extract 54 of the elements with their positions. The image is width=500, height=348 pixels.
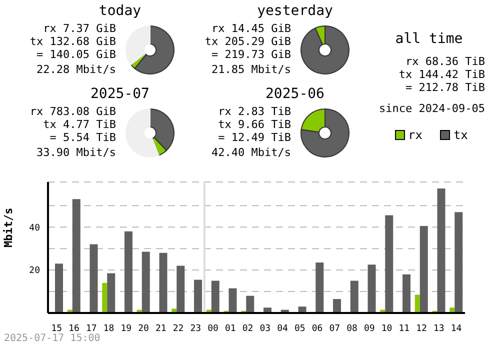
y-tick-label: 40 — [29, 223, 40, 234]
x-tick-label: 04 — [277, 324, 288, 334]
x-tick-label: 17 — [86, 324, 97, 334]
x-tick-label: 23 — [190, 324, 202, 334]
chart-title: today — [98, 3, 142, 19]
text: tx 132.68 GiB — [28, 35, 116, 48]
x-tick-label: 01 — [225, 324, 236, 334]
x-tick-label: 18 — [103, 324, 114, 334]
text: tx 9.66 TiB — [217, 118, 291, 131]
text: tx 144.42 TiB — [398, 68, 485, 81]
text: rx 2.83 TiB — [217, 105, 291, 118]
text: rx 783.08 GiB — [28, 105, 116, 118]
text: = 140.05 GiB — [36, 48, 116, 61]
y-axis-title: Mbit/s — [2, 208, 15, 248]
text: 2025-07-17 15:00 — [4, 333, 100, 344]
x-tick-label: 14 — [450, 324, 462, 334]
x-tick-label: 16 — [68, 324, 80, 334]
x-tick-label: 07 — [329, 324, 340, 334]
x-tick-label: 02 — [242, 324, 254, 334]
x-tick-label: 06 — [312, 324, 323, 334]
legend-label: rx — [408, 128, 422, 142]
text: 21.85 Mbit/s — [210, 63, 291, 76]
chart-title: 2025-07 — [89, 86, 150, 102]
text: rx 7.37 GiB — [42, 22, 116, 35]
chart-title: 2025-06 — [264, 86, 326, 102]
x-tick-label: 08 — [346, 324, 358, 334]
x-tick-label: 13 — [434, 324, 444, 334]
x-tick-label: 15 — [51, 324, 62, 334]
x-tick-label: 11 — [398, 324, 410, 334]
x-tick-label: 09 — [364, 324, 375, 334]
x-tick-label: 10 — [381, 324, 392, 334]
text: = 12.49 TiB — [217, 131, 291, 144]
x-tick-label: 00 — [208, 324, 218, 334]
text: 42.40 Mbit/s — [210, 146, 291, 159]
x-tick-label: 22 — [172, 324, 184, 334]
x-tick-label: 19 — [120, 324, 132, 334]
text: all time — [394, 31, 464, 47]
x-tick-label: 20 — [138, 324, 149, 334]
x-tick-label: 05 — [294, 324, 306, 334]
text: rx 14.45 GiB — [210, 22, 291, 35]
x-tick-label: 12 — [416, 324, 427, 334]
text: 22.28 Mbit/s — [36, 63, 116, 76]
text: rx 68.36 TiB — [404, 55, 485, 68]
text: = 219.73 GiB — [210, 48, 291, 61]
text: tx 4.77 TiB — [42, 118, 116, 131]
text: tx 205.29 GiB — [204, 35, 291, 48]
x-tick-label: 21 — [156, 324, 166, 334]
chart-title: yesterday — [256, 3, 334, 19]
text: = 212.78 TiB — [404, 81, 485, 94]
text: since 2024-09-05 — [378, 102, 485, 115]
text: 33.90 Mbit/s — [36, 146, 116, 159]
legend-label: tx — [453, 128, 468, 142]
text: = 5.54 TiB — [48, 131, 116, 144]
x-tick-label: 03 — [260, 324, 271, 334]
